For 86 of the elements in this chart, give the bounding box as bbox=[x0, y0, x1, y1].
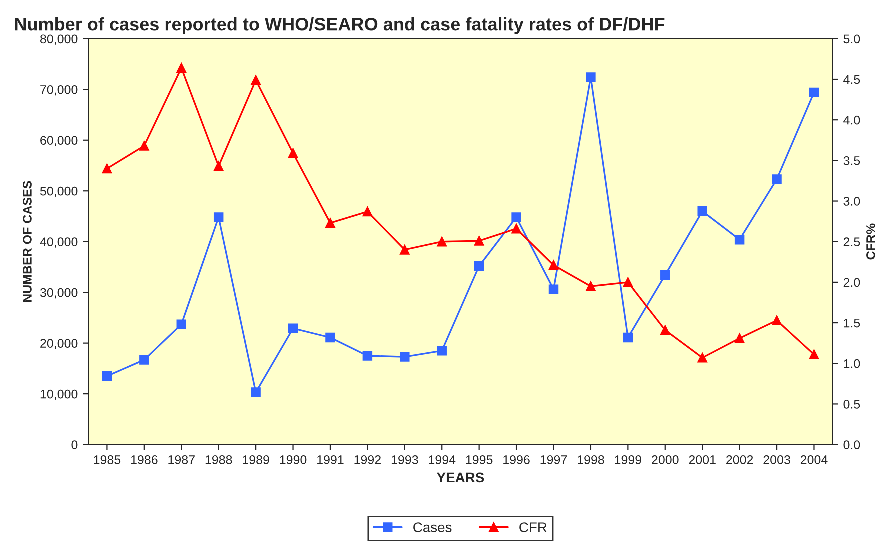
y-tick-label: 80,000 bbox=[40, 34, 78, 46]
x-tick-label: 2003 bbox=[764, 456, 790, 464]
point bbox=[772, 174, 782, 184]
point bbox=[140, 355, 150, 365]
point bbox=[288, 148, 298, 158]
point bbox=[140, 141, 150, 151]
point bbox=[214, 212, 224, 222]
y2-tick-label: 1.5 bbox=[844, 318, 860, 328]
y2-tick-label: 0.5 bbox=[844, 400, 860, 409]
point bbox=[809, 350, 820, 360]
chart-title: Number of cases reported to WHO/SEARO and case fatality rates of DF/DHF bbox=[15, 18, 665, 34]
point bbox=[548, 260, 559, 270]
y-tick-label: 70,000 bbox=[40, 85, 78, 96]
legend-label: Cases bbox=[414, 522, 452, 532]
y2-tick-label: 3.0 bbox=[844, 197, 860, 206]
legend-label: CFR bbox=[520, 522, 547, 532]
point bbox=[809, 88, 820, 98]
point bbox=[623, 332, 634, 343]
x-tick-label: 1999 bbox=[615, 456, 642, 464]
x-tick-label: 1991 bbox=[318, 456, 344, 464]
point bbox=[474, 236, 484, 246]
x-tick-label: 2000 bbox=[652, 456, 679, 464]
y2-tick-label: 0.0 bbox=[844, 440, 860, 450]
x-tick-label: 1990 bbox=[280, 456, 307, 464]
point bbox=[734, 334, 745, 344]
point bbox=[660, 325, 670, 336]
point bbox=[176, 63, 186, 74]
y2-tick-label: 4.0 bbox=[844, 116, 860, 125]
point bbox=[623, 278, 634, 288]
point bbox=[512, 212, 522, 222]
point bbox=[251, 388, 261, 398]
point bbox=[102, 164, 112, 174]
y2-tick-label: 2.0 bbox=[844, 278, 860, 288]
point bbox=[660, 270, 670, 280]
x-tick-label: 1987 bbox=[168, 456, 195, 464]
point bbox=[734, 234, 745, 245]
point bbox=[214, 162, 224, 172]
y-tick-label: 50,000 bbox=[40, 186, 78, 198]
y-tick-label: 10,000 bbox=[40, 390, 78, 400]
point bbox=[362, 351, 373, 361]
point bbox=[400, 245, 410, 255]
point bbox=[362, 206, 373, 217]
point bbox=[437, 346, 447, 356]
x-tick-label: 1985 bbox=[94, 456, 121, 464]
point bbox=[586, 72, 596, 82]
y2-tick-label: 2.5 bbox=[844, 238, 860, 247]
x-tick-label: 1988 bbox=[206, 456, 232, 464]
y-tick-label: 30,000 bbox=[40, 288, 78, 299]
point bbox=[288, 324, 298, 334]
x-tick-label: 1992 bbox=[354, 456, 381, 464]
x-tick-label: 1989 bbox=[243, 456, 270, 464]
y-axis-title: NUMBER OF CASES bbox=[23, 181, 32, 302]
x-tick-label: 1994 bbox=[429, 456, 456, 464]
point bbox=[326, 332, 336, 343]
y2-tick-label: 5.0 bbox=[844, 34, 860, 44]
x-tick-label: 2004 bbox=[800, 456, 828, 464]
point bbox=[698, 206, 708, 216]
y2-axis-title: CFR% bbox=[866, 224, 876, 260]
x-tick-label: 1995 bbox=[466, 456, 493, 464]
point bbox=[512, 224, 522, 234]
x-tick-label: 1998 bbox=[578, 456, 604, 464]
point bbox=[474, 261, 484, 272]
point bbox=[176, 320, 186, 330]
x-tick-label: 1997 bbox=[540, 456, 568, 464]
y-tick-label: 60,000 bbox=[40, 136, 78, 147]
y2-tick-label: 3.5 bbox=[844, 156, 860, 166]
point bbox=[326, 218, 336, 228]
point bbox=[772, 316, 782, 326]
x-tick-label: 1986 bbox=[131, 456, 158, 464]
point bbox=[251, 75, 261, 86]
point bbox=[102, 371, 112, 382]
y-tick-label: 40,000 bbox=[40, 238, 78, 248]
point bbox=[548, 284, 559, 294]
point bbox=[586, 282, 596, 292]
x-axis-title: YEARS bbox=[437, 472, 484, 483]
point bbox=[698, 353, 708, 363]
x-tick-label: 1996 bbox=[504, 456, 530, 464]
x-tick-label: 2001 bbox=[689, 456, 716, 464]
point bbox=[400, 352, 410, 362]
x-tick-label: 2002 bbox=[726, 456, 754, 464]
y-tick-label: 20,000 bbox=[40, 339, 78, 350]
y2-tick-label: 4.5 bbox=[844, 75, 860, 84]
y2-tick-label: 1.0 bbox=[844, 359, 860, 368]
point bbox=[437, 237, 447, 247]
x-tick-label: 1993 bbox=[392, 456, 418, 464]
y-tick-label: 0 bbox=[72, 440, 78, 450]
